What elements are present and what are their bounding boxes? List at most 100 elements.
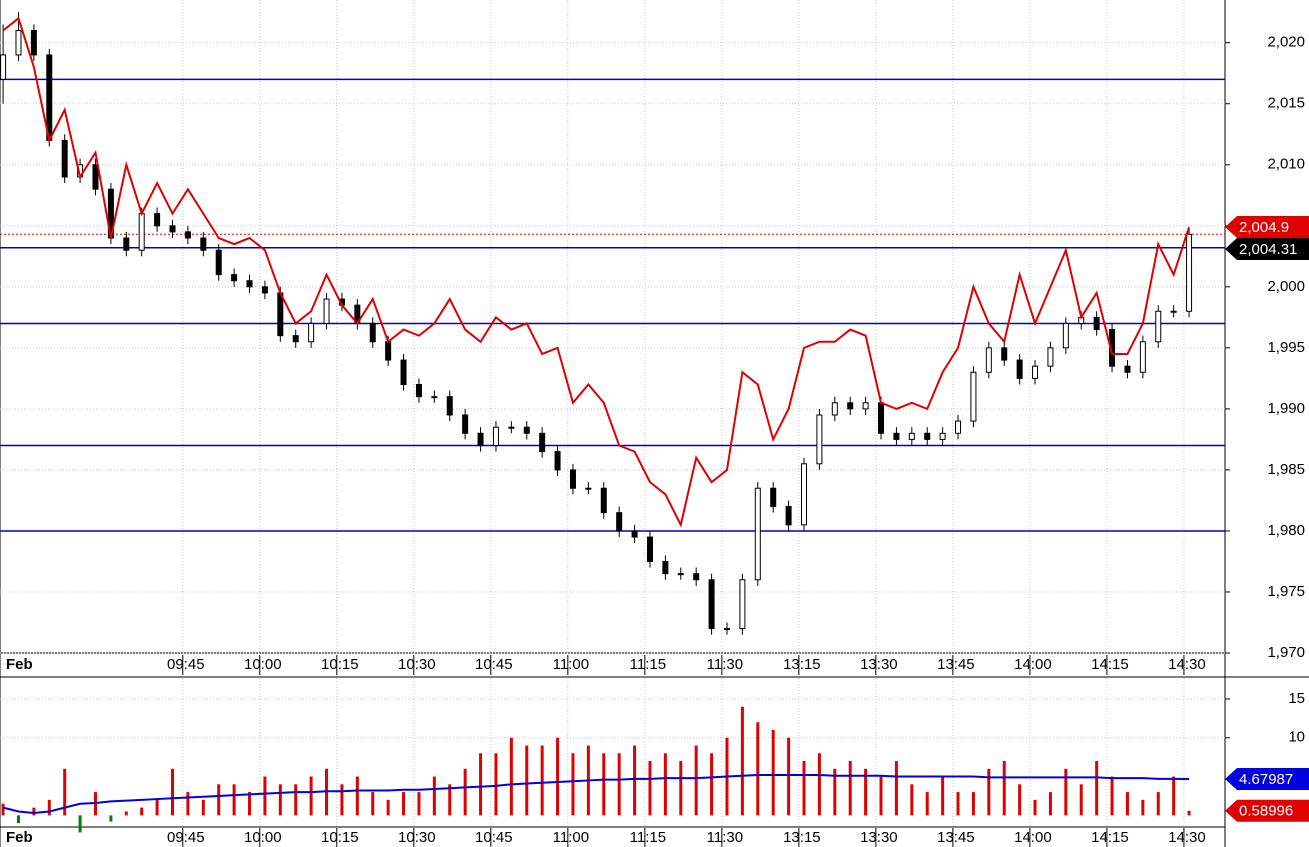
value-box bbox=[1225, 799, 1309, 822]
candle-body bbox=[1155, 310, 1162, 343]
candle-body bbox=[539, 432, 546, 453]
bar bbox=[448, 784, 452, 816]
x-tick-label: 10:30 bbox=[398, 656, 436, 673]
x-tick-label: 11:30 bbox=[707, 829, 743, 846]
bar bbox=[417, 792, 421, 816]
bar bbox=[186, 792, 190, 816]
candle-body bbox=[1001, 347, 1008, 361]
x-tick-label: 13:15 bbox=[783, 656, 821, 673]
bar bbox=[309, 776, 313, 816]
bar bbox=[787, 737, 791, 816]
candle-body bbox=[215, 249, 222, 276]
bar bbox=[479, 753, 483, 816]
bar bbox=[124, 811, 128, 816]
bar bbox=[16, 815, 20, 824]
bar bbox=[1095, 761, 1099, 816]
bar bbox=[201, 799, 205, 816]
candle-body bbox=[662, 560, 669, 575]
y-tick-label: 2,020 bbox=[1267, 34, 1305, 51]
candle-body bbox=[801, 463, 808, 526]
candle-body bbox=[15, 30, 22, 56]
candle-body bbox=[446, 396, 453, 416]
bar bbox=[340, 784, 344, 816]
bar bbox=[155, 799, 159, 816]
x-tick-label: 11:15 bbox=[630, 829, 666, 846]
bar bbox=[633, 745, 637, 816]
bar bbox=[371, 792, 375, 816]
candle-body bbox=[862, 402, 869, 410]
bar bbox=[710, 753, 714, 816]
x-tick-label: 11:30 bbox=[707, 656, 743, 673]
bar bbox=[648, 761, 652, 816]
candle-body bbox=[385, 341, 392, 361]
x-tick-label: Feb bbox=[6, 829, 33, 846]
x-tick-label: 14:30 bbox=[1168, 829, 1206, 846]
candle-body bbox=[616, 512, 623, 532]
candle-body bbox=[308, 322, 315, 343]
candle-body bbox=[154, 213, 161, 227]
bar bbox=[402, 792, 406, 816]
candle-body bbox=[585, 487, 592, 490]
candle-body bbox=[1124, 365, 1131, 373]
x-tick-label: 10:45 bbox=[475, 829, 513, 846]
x-tick-label: 13:30 bbox=[860, 829, 898, 846]
candle-body bbox=[770, 487, 777, 508]
bar bbox=[941, 776, 945, 816]
bar bbox=[1172, 776, 1176, 816]
bar bbox=[817, 753, 821, 816]
value-box-label: 2,004.9 bbox=[1239, 219, 1289, 236]
candle-body bbox=[908, 432, 915, 440]
candle-body bbox=[292, 335, 299, 343]
candle-body bbox=[123, 237, 130, 251]
bar bbox=[463, 768, 467, 816]
value-box bbox=[1225, 768, 1309, 791]
bar bbox=[894, 761, 898, 816]
bar bbox=[294, 784, 298, 816]
candle-body bbox=[569, 469, 576, 489]
candle-body bbox=[1139, 341, 1146, 373]
bar bbox=[879, 776, 883, 816]
bar bbox=[525, 745, 529, 816]
bar bbox=[925, 792, 929, 816]
candle-body bbox=[415, 383, 422, 398]
bar bbox=[771, 729, 775, 816]
bar bbox=[355, 776, 359, 816]
bar bbox=[1187, 810, 1191, 816]
candle-body bbox=[1062, 322, 1069, 349]
candle-body bbox=[1170, 310, 1177, 313]
x-tick-label: 13:30 bbox=[860, 656, 898, 673]
bar bbox=[556, 737, 560, 816]
bar bbox=[1, 803, 5, 816]
y-tick-label: 1,985 bbox=[1267, 461, 1305, 478]
line-series bbox=[2, 774, 1190, 815]
candle-body bbox=[0, 54, 7, 80]
y-tick-label: 1,990 bbox=[1267, 400, 1305, 417]
bar bbox=[864, 768, 868, 816]
bar bbox=[263, 776, 267, 816]
bar bbox=[494, 753, 498, 816]
bar bbox=[1156, 792, 1160, 816]
candle-body bbox=[600, 487, 607, 514]
value-box-label: 2,004.31 bbox=[1239, 241, 1297, 258]
bar bbox=[217, 784, 221, 816]
bar bbox=[663, 753, 667, 816]
x-tick-label: 10:15 bbox=[321, 656, 359, 673]
candle-body bbox=[554, 451, 561, 471]
bar bbox=[509, 737, 513, 816]
bar bbox=[63, 768, 67, 816]
candle-body bbox=[1032, 365, 1039, 379]
x-tick-label: 10:15 bbox=[321, 829, 359, 846]
bar bbox=[1033, 799, 1037, 816]
candle-body bbox=[231, 274, 238, 282]
bar bbox=[802, 761, 806, 816]
bar bbox=[1110, 776, 1114, 816]
bar bbox=[910, 784, 914, 816]
bar bbox=[740, 706, 744, 816]
candle-body bbox=[61, 139, 68, 178]
y-tick-label: 1,980 bbox=[1267, 522, 1305, 539]
candle-body bbox=[508, 426, 515, 429]
candle-body bbox=[739, 579, 746, 630]
bar bbox=[956, 792, 960, 816]
